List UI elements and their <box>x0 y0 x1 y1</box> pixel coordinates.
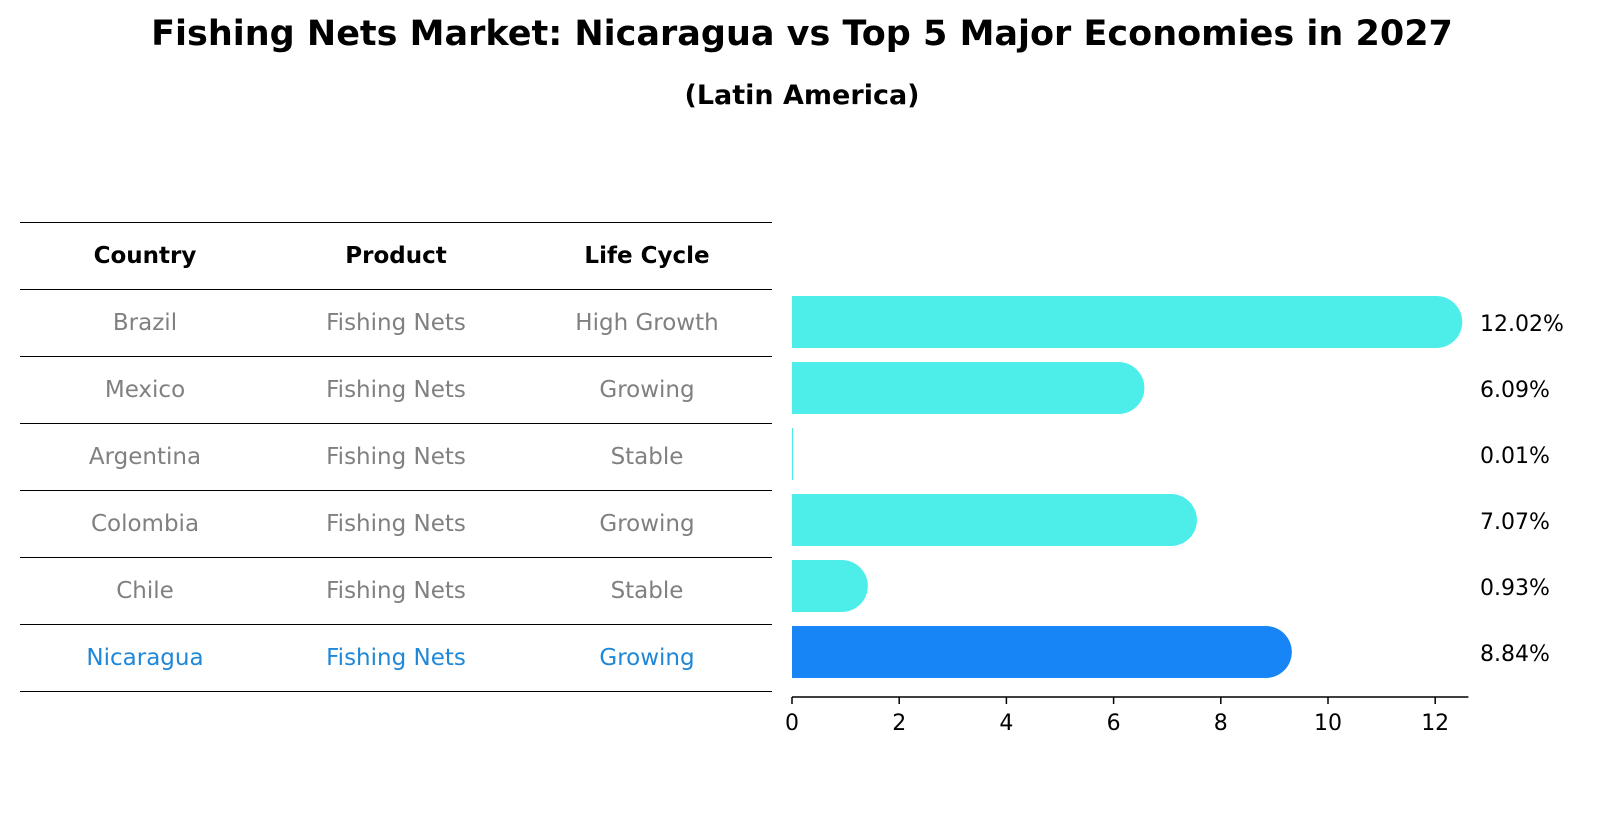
bars-group <box>792 296 1463 678</box>
data-label-nicaragua: 8.84% <box>1480 642 1550 667</box>
bar-chile <box>792 560 868 612</box>
data-labels-group: 12.02% 6.09% 0.01% 7.07% 0.93% 8.84% <box>1480 312 1564 667</box>
life-cycle-cell: Stable <box>610 444 684 470</box>
x-tick-label: 8 <box>1214 711 1228 736</box>
bar-mexico <box>792 362 1145 414</box>
x-axis: 0 2 4 6 8 10 12 <box>785 696 1469 736</box>
x-tick-label: 6 <box>1107 711 1121 736</box>
chart-subtitle: (Latin America) <box>684 80 920 111</box>
country-cell: Chile <box>116 578 174 604</box>
product-cell: Fishing Nets <box>326 645 466 671</box>
data-table: Country Product Life Cycle Brazil Fishin… <box>20 222 772 692</box>
life-cycle-cell: Stable <box>610 578 684 604</box>
life-cycle-cell: Growing <box>599 645 695 671</box>
bar-brazil <box>792 296 1463 348</box>
column-header-country: Country <box>93 243 197 269</box>
bar-nicaragua <box>792 626 1292 678</box>
data-label-mexico: 6.09% <box>1480 378 1550 403</box>
bar-argentina <box>792 428 793 480</box>
country-cell: Mexico <box>104 377 186 403</box>
table-row: Colombia Fishing Nets Growing <box>20 491 772 558</box>
table-row-highlighted: Nicaragua Fishing Nets Growing <box>20 625 772 692</box>
life-cycle-cell: Growing <box>599 511 695 537</box>
product-cell: Fishing Nets <box>326 377 466 403</box>
table-row: Chile Fishing Nets Stable <box>20 558 772 625</box>
table-row: Mexico Fishing Nets Growing <box>20 357 772 424</box>
product-cell: Fishing Nets <box>326 578 466 604</box>
product-cell: Fishing Nets <box>326 511 466 537</box>
x-tick-label: 10 <box>1314 711 1342 736</box>
life-cycle-cell: High Growth <box>575 310 719 336</box>
x-tick-label: 12 <box>1421 711 1449 736</box>
product-cell: Fishing Nets <box>326 444 466 470</box>
country-cell: Nicaragua <box>86 645 204 671</box>
x-tick-label: 0 <box>785 711 799 736</box>
bar-colombia <box>792 494 1197 546</box>
x-tick-label: 2 <box>892 711 906 736</box>
data-label-brazil: 12.02% <box>1480 312 1564 337</box>
data-label-colombia: 7.07% <box>1480 510 1550 535</box>
table-row: Argentina Fishing Nets Stable <box>20 424 772 491</box>
product-cell: Fishing Nets <box>326 310 466 336</box>
column-header-life-cycle: Life Cycle <box>584 243 710 269</box>
chart-title: Fishing Nets Market: Nicaragua vs Top 5 … <box>151 14 1453 54</box>
data-label-chile: 0.93% <box>1480 576 1550 601</box>
table-header-row: Country Product Life Cycle <box>20 222 772 290</box>
country-cell: Brazil <box>112 310 178 336</box>
country-cell: Argentina <box>88 444 202 470</box>
x-tick-label: 4 <box>999 711 1013 736</box>
table-row: Brazil Fishing Nets High Growth <box>20 290 772 357</box>
life-cycle-cell: Growing <box>599 377 695 403</box>
country-cell: Colombia <box>90 511 200 537</box>
data-label-argentina: 0.01% <box>1480 444 1550 469</box>
column-header-product: Product <box>345 243 447 269</box>
